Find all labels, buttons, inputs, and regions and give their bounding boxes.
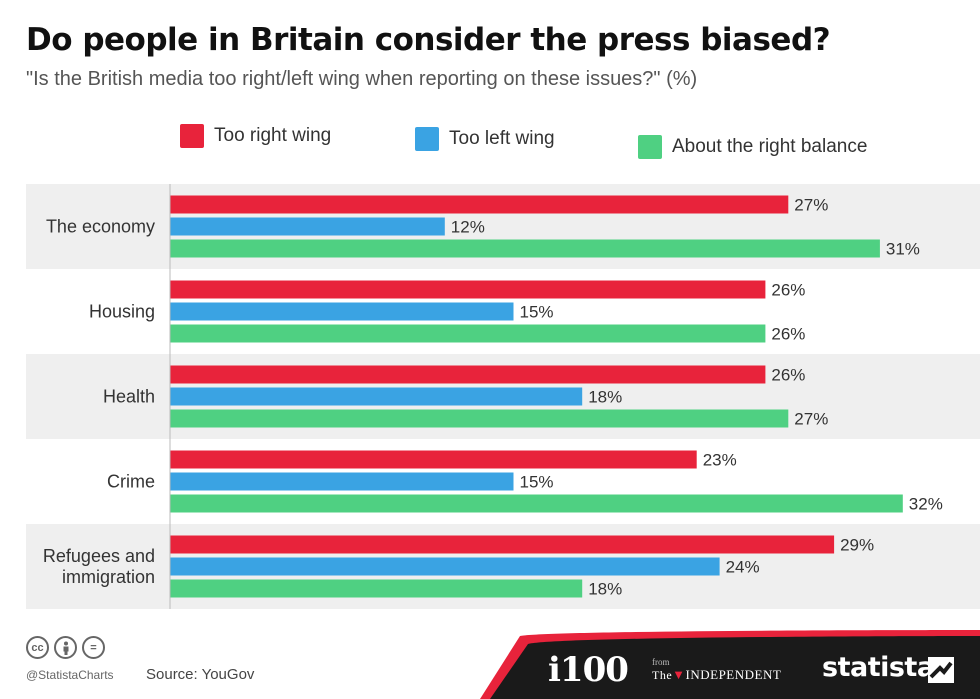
twitter-handle: @StatistaCharts — [26, 668, 114, 682]
value-label: 23% — [703, 451, 737, 470]
chart-title: Do people in Britain consider the press … — [26, 22, 831, 58]
legend-item-too-right-wing: Too right wing — [180, 124, 331, 148]
legend-label: About the right balance — [672, 136, 868, 157]
value-label: 12% — [451, 218, 485, 237]
bar — [170, 324, 766, 343]
bar — [170, 450, 697, 469]
attribution-icon — [54, 636, 77, 659]
bar — [170, 579, 583, 598]
legend-item-too-left-wing: Too left wing — [415, 127, 555, 151]
category-label: The economy — [46, 217, 155, 237]
category-label: Crime — [107, 472, 155, 492]
no-derivatives-icon: = — [82, 636, 105, 659]
legend-item-about-right-balance: About the right balance — [638, 135, 867, 159]
independent-the: The — [652, 668, 673, 682]
value-label: 15% — [520, 303, 554, 322]
independent-wordmark: INDEPENDENT — [685, 667, 782, 682]
brand-footer-bar — [480, 630, 980, 699]
legend-label: Too left wing — [449, 128, 555, 149]
bar — [170, 365, 766, 384]
value-label: 29% — [840, 536, 874, 555]
value-label: 15% — [520, 473, 554, 492]
value-label: 32% — [909, 495, 943, 514]
source-label: Source: YouGov — [146, 666, 255, 683]
eagle-icon: ▼ — [672, 667, 686, 682]
value-label: 27% — [794, 410, 828, 429]
creative-commons-icon: cc — [26, 636, 49, 659]
legend-swatch-red — [180, 124, 204, 148]
i100-logo: i100 — [548, 650, 629, 690]
value-label: 27% — [794, 196, 828, 215]
value-label: 31% — [886, 240, 920, 259]
legend-label: Too right wing — [214, 125, 332, 146]
statista-logo: statista — [822, 652, 935, 683]
category-label: Refugees and — [43, 546, 155, 566]
bar — [170, 472, 514, 491]
value-label: 26% — [771, 281, 805, 300]
value-label: 18% — [588, 388, 622, 407]
legend-swatch-blue — [415, 127, 439, 151]
value-label: 26% — [771, 366, 805, 385]
independent-logo: The▼INDEPENDENT — [652, 667, 781, 683]
bar — [170, 557, 720, 576]
legend-swatch-green — [638, 135, 662, 159]
bar — [170, 387, 583, 406]
chart-subtitle: "Is the British media too right/left win… — [26, 68, 698, 90]
value-label: 18% — [588, 580, 622, 599]
category-label: Health — [103, 387, 155, 407]
bar — [170, 409, 789, 428]
value-label: 26% — [771, 325, 805, 344]
bar — [170, 494, 903, 513]
bar — [170, 302, 514, 321]
category-label: Housing — [89, 302, 155, 322]
bar — [170, 535, 835, 554]
value-label: 24% — [726, 558, 760, 577]
license-icons: cc = — [26, 636, 105, 659]
from-label: from — [652, 657, 670, 667]
bar — [170, 195, 789, 214]
bar — [170, 239, 880, 258]
category-label: immigration — [62, 567, 155, 587]
statista-logo-icon — [928, 657, 954, 683]
bar — [170, 280, 766, 299]
bar — [170, 217, 445, 236]
